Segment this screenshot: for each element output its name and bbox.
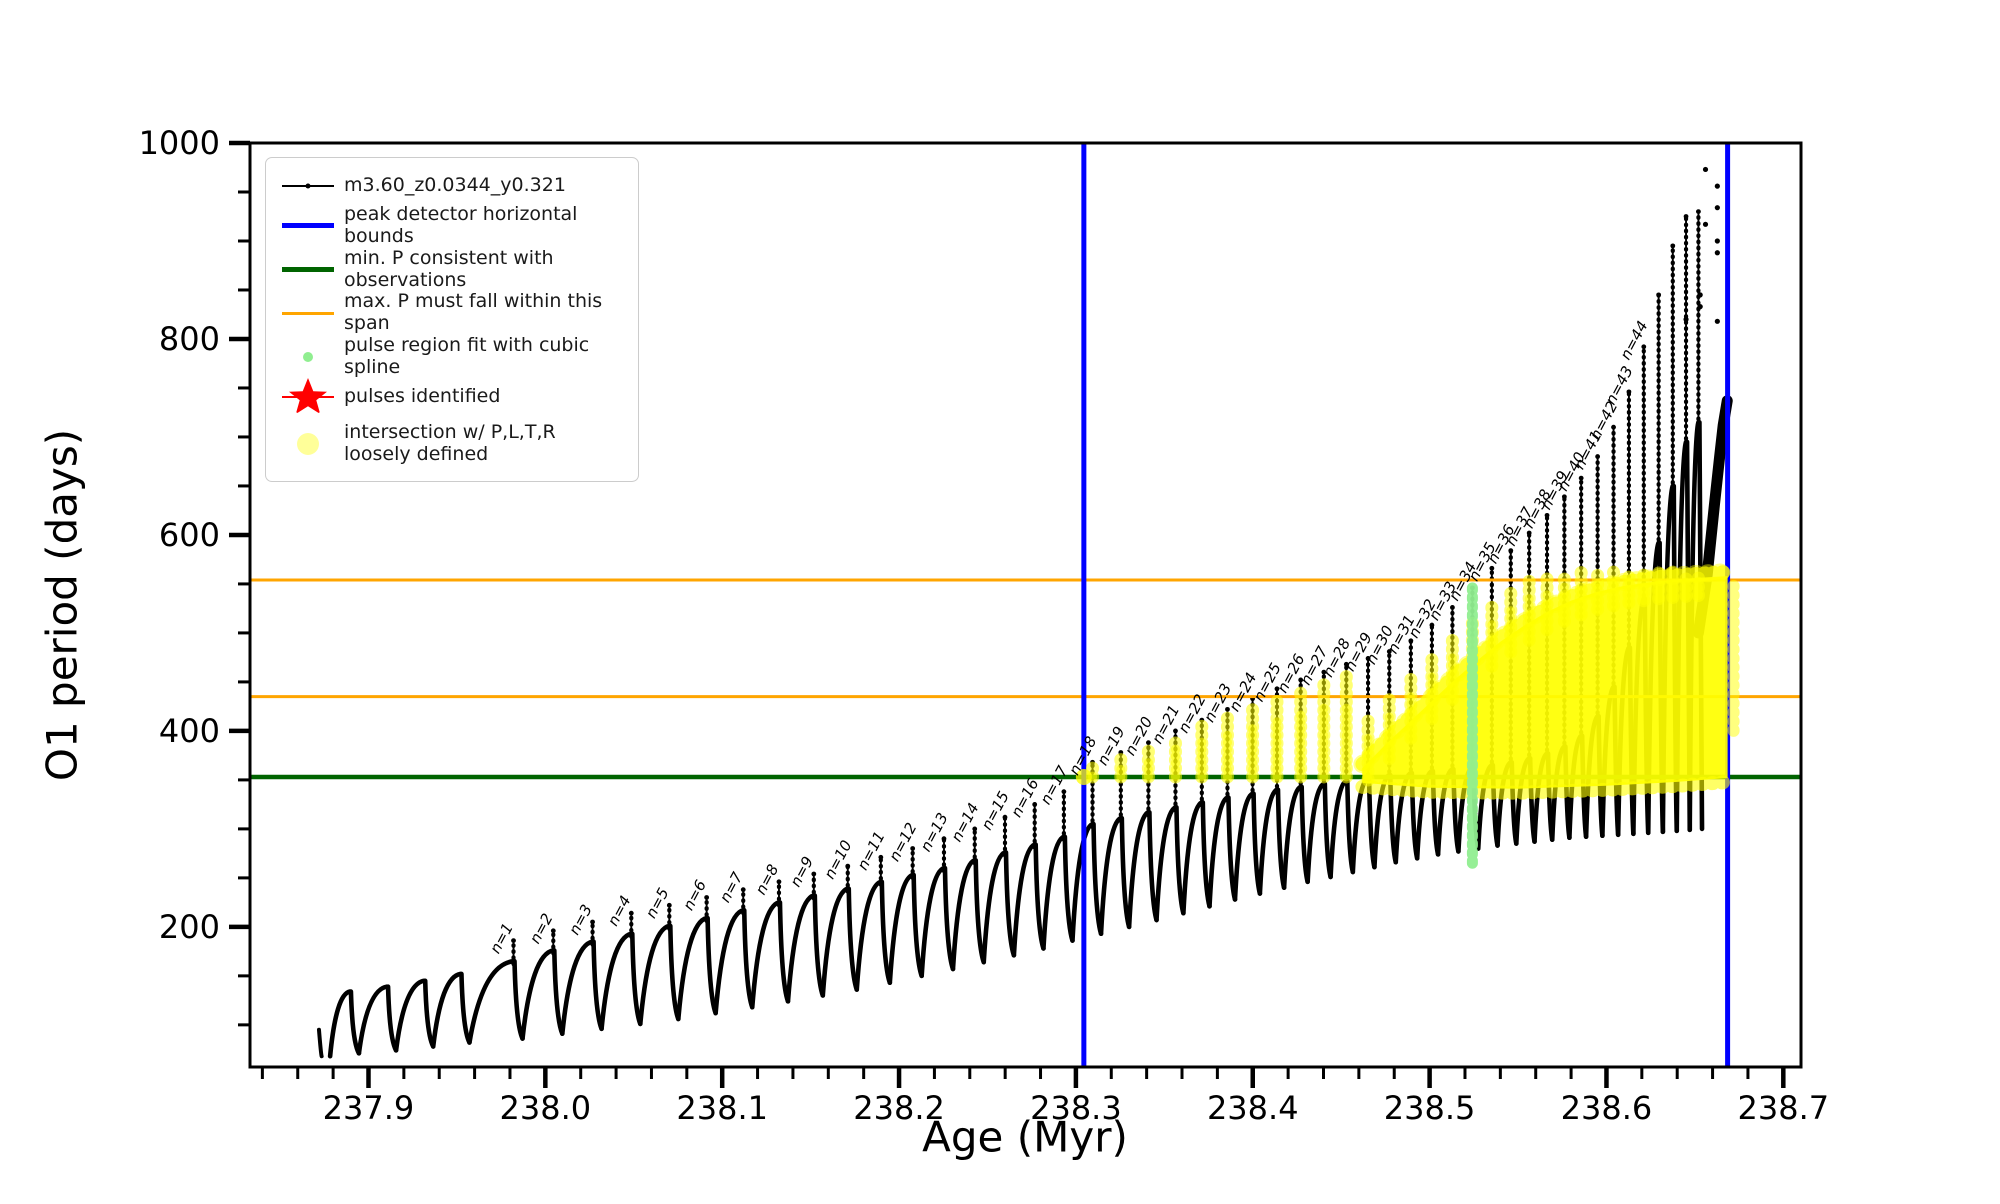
plot-border xyxy=(248,141,1803,1069)
legend-item-max-p: max. P must fall within this span xyxy=(272,291,628,335)
y-tick-label: 400 xyxy=(159,712,220,750)
pulse-label: n=43 xyxy=(1602,363,1637,408)
stray-point xyxy=(1714,250,1720,256)
palegreen-dot-icon xyxy=(272,339,344,375)
stray-point xyxy=(1714,238,1720,244)
stray-point xyxy=(1702,166,1709,173)
x-tick-label: 238.2 xyxy=(853,1089,945,1127)
x-tick-label: 237.9 xyxy=(323,1089,415,1127)
pulse-label: n=13 xyxy=(917,810,952,855)
pale-yellow-dot-icon xyxy=(272,426,344,462)
x-axis-label: Age (Myr) xyxy=(922,1112,1128,1162)
stray-point xyxy=(1714,183,1720,189)
legend-item-min-p: min. P consistent with observations xyxy=(272,246,628,292)
x-tick-label: 238.0 xyxy=(500,1089,592,1127)
y-axis-label: O1 period (days) xyxy=(37,428,87,782)
pulse-label: n=14 xyxy=(947,800,982,845)
x-tick-label: 238.5 xyxy=(1384,1089,1476,1127)
legend-label: peak detector horizontal bounds xyxy=(344,203,578,247)
legend: m3.60_z0.0344_y0.321 peak detector horiz… xyxy=(265,157,639,482)
track-line-icon xyxy=(272,168,344,204)
x-tick-label: 238.1 xyxy=(676,1089,768,1127)
plot-area xyxy=(250,143,1801,1067)
red-star-icon xyxy=(272,377,344,415)
x-tick-label: 238.3 xyxy=(1030,1089,1122,1127)
legend-item-peak-bounds: peak detector horizontal bounds xyxy=(272,203,628,248)
y-tick-label: 800 xyxy=(159,320,220,358)
x-tick-label: 238.7 xyxy=(1738,1089,1830,1127)
blue-line-icon xyxy=(272,208,344,244)
stray-point xyxy=(1702,221,1709,227)
pulse-label: n=10 xyxy=(820,837,855,882)
y-tick-label: 200 xyxy=(159,908,220,946)
axes: 237.9 238.0 238.1 238.2 238.3 238.4 238.5 238.6… xyxy=(139,124,1830,1127)
legend-label: pulse region fit with cubic spline xyxy=(344,334,590,378)
legend-label: max. P must fall within this span xyxy=(344,290,603,335)
y-tick-label: 600 xyxy=(159,516,220,554)
intersection-single-dot xyxy=(1075,768,1092,785)
x-tick-label: 238.6 xyxy=(1561,1089,1653,1127)
intersection-region xyxy=(1075,563,1740,800)
legend-label: intersection w/ P,L,T,R loosely defined xyxy=(344,420,556,465)
legend-label: min. P consistent with observations xyxy=(344,246,554,291)
stray-point xyxy=(1714,318,1720,324)
legend-label: pulses identified xyxy=(344,384,501,407)
pulse-label: n=44 xyxy=(1616,318,1651,363)
legend-item-pulse-fit: pulse region fit with cubic spline xyxy=(272,334,628,379)
stray-point xyxy=(1714,205,1720,211)
y-tick-label: 1000 xyxy=(139,124,220,162)
legend-item-intersection: intersection w/ P,L,T,R loosely defined xyxy=(272,415,628,473)
x-tick-label: 238.4 xyxy=(1207,1089,1299,1127)
legend-item-pulses: pulses identified xyxy=(272,377,628,415)
legend-label: m3.60_z0.0344_y0.321 xyxy=(344,174,566,197)
orange-line-icon xyxy=(272,295,344,331)
green-line-icon xyxy=(272,252,344,288)
pulse-label: n=11 xyxy=(853,828,888,873)
stray-point xyxy=(1697,304,1703,310)
stray-point xyxy=(1697,292,1703,298)
stray-point xyxy=(1683,316,1689,322)
legend-item-track: m3.60_z0.0344_y0.321 xyxy=(272,168,628,204)
pulse-label: n=12 xyxy=(885,820,920,865)
